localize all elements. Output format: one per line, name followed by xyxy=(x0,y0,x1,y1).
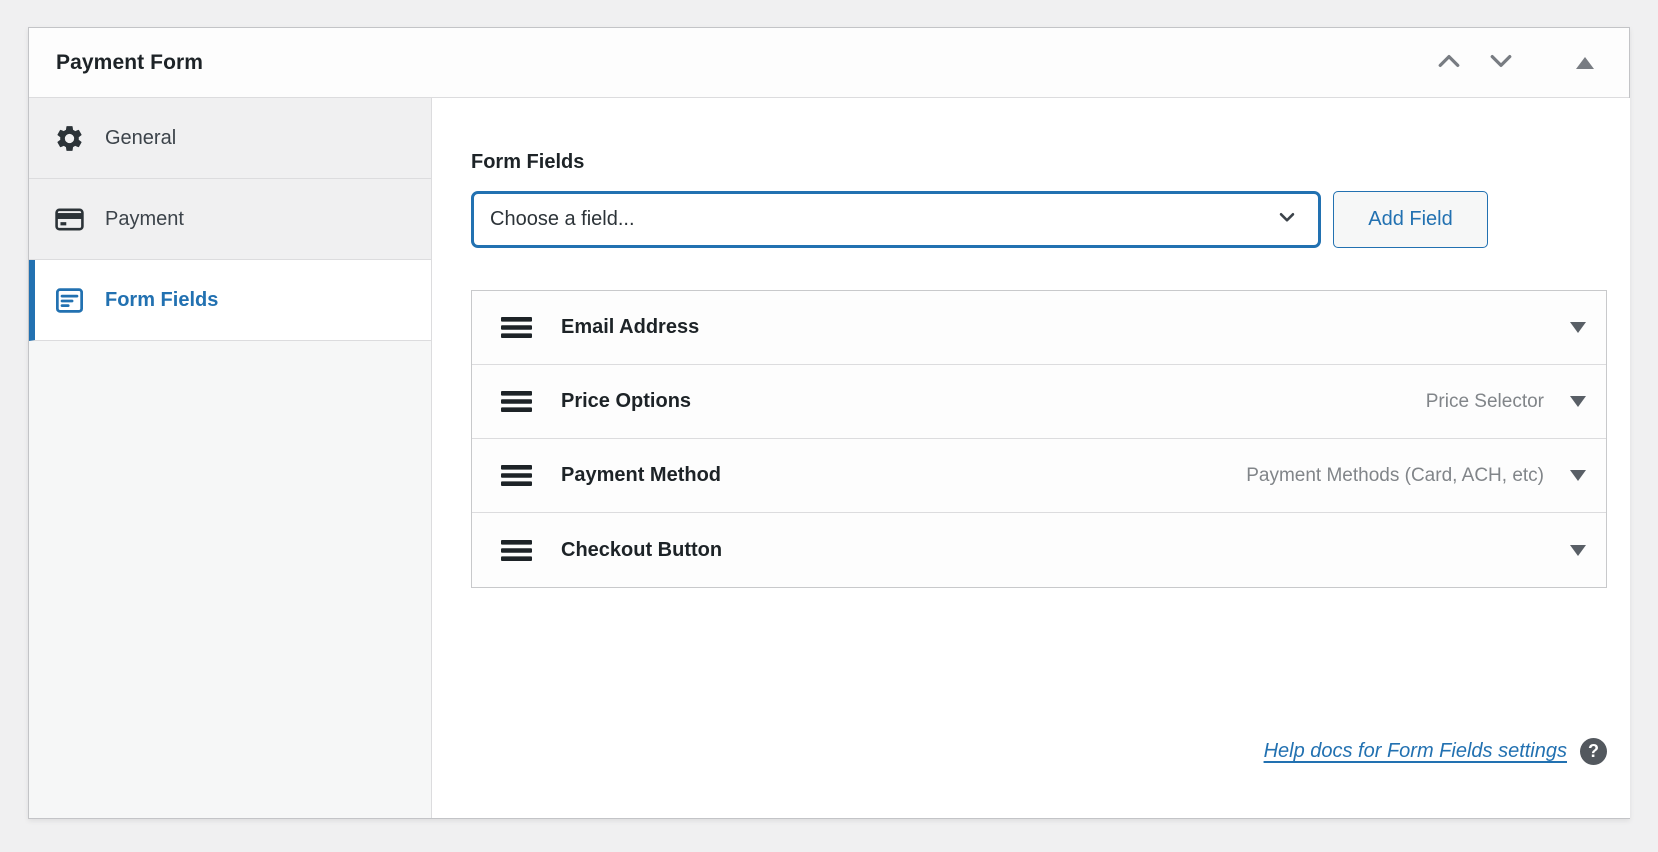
field-row[interactable]: Price Options Price Selector xyxy=(472,365,1606,439)
help-docs-link[interactable]: Help docs for Form Fields settings xyxy=(1263,740,1567,762)
select-value: Choose a field... xyxy=(490,208,635,230)
metabox-header: Payment Form xyxy=(29,28,1629,98)
sidebar-tab-payment[interactable]: Payment xyxy=(29,179,431,260)
field-row[interactable]: Checkout Button xyxy=(472,513,1606,587)
drag-handle-icon[interactable] xyxy=(501,390,532,413)
metabox-header-actions xyxy=(1431,45,1603,81)
expand-caret-icon[interactable] xyxy=(1570,544,1586,556)
help-row: Help docs for Form Fields settings ? xyxy=(471,738,1607,765)
drag-handle-icon[interactable] xyxy=(501,464,532,487)
move-up-button[interactable] xyxy=(1431,45,1467,81)
tab-label: Form Fields xyxy=(105,288,219,311)
add-field-button[interactable]: Add Field xyxy=(1333,191,1488,248)
add-field-controls: Choose a field... Add Field xyxy=(471,191,1488,248)
collapse-triangle-icon xyxy=(1576,56,1594,69)
credit-card-icon xyxy=(53,203,85,235)
field-type-label: Price Selector xyxy=(1425,390,1544,412)
sidebar-tab-form-fields[interactable]: Form Fields xyxy=(29,260,431,341)
payment-form-metabox: Payment Form Gene xyxy=(28,27,1630,819)
sidebar-tab-general[interactable]: General xyxy=(29,98,431,179)
expand-caret-icon[interactable] xyxy=(1570,322,1586,333)
field-label: Checkout Button xyxy=(561,538,723,561)
question-mark-icon[interactable]: ? xyxy=(1580,738,1607,765)
form-document-icon xyxy=(53,284,85,316)
field-label: Payment Method xyxy=(561,464,722,486)
form-fields-panel: Form Fields Choose a field... Add Field xyxy=(432,98,1630,818)
choose-field-select[interactable]: Choose a field... xyxy=(471,191,1321,248)
expand-caret-icon[interactable] xyxy=(1570,396,1586,407)
field-label: Email Address xyxy=(561,316,700,338)
form-fields-list: Email Address xyxy=(471,290,1607,588)
chevron-down-icon xyxy=(1486,46,1516,79)
sidebar-filler xyxy=(29,341,431,818)
tab-label: Payment xyxy=(105,207,184,230)
field-row[interactable]: Email Address xyxy=(472,291,1606,365)
gear-icon xyxy=(53,122,85,154)
drag-handle-icon[interactable] xyxy=(501,539,532,562)
metabox-body: General Payment xyxy=(29,98,1630,818)
panel-heading: Form Fields xyxy=(471,151,585,173)
field-type-label: Payment Methods (Card, ACH, etc) xyxy=(1246,464,1544,486)
chevron-up-icon xyxy=(1434,46,1464,79)
move-down-button[interactable] xyxy=(1483,45,1519,81)
tab-label: General xyxy=(105,126,177,149)
metabox-title: Payment Form xyxy=(56,50,204,74)
collapse-toggle-button[interactable] xyxy=(1567,45,1603,81)
drag-handle-icon[interactable] xyxy=(501,316,532,339)
field-label: Price Options xyxy=(561,390,692,412)
select-chevron-down-icon xyxy=(1274,204,1300,235)
field-row[interactable]: Payment Method Payment Methods (Card, AC… xyxy=(472,439,1606,513)
settings-tabs-sidebar: General Payment xyxy=(29,98,432,818)
expand-caret-icon[interactable] xyxy=(1570,470,1586,481)
